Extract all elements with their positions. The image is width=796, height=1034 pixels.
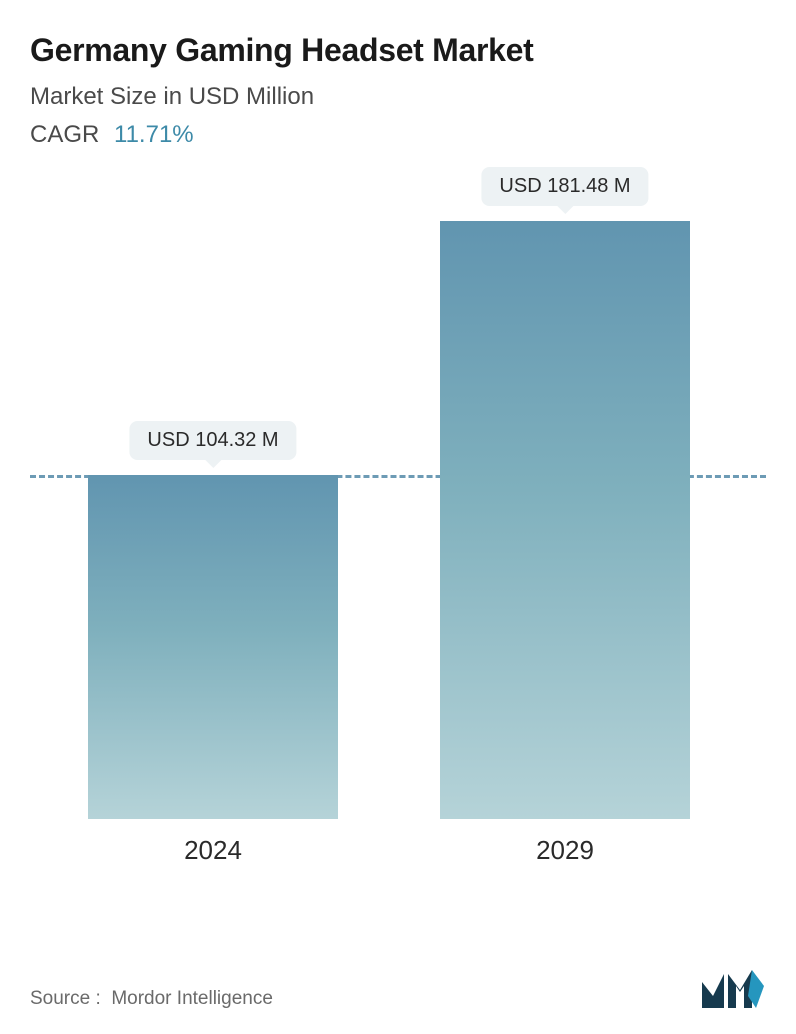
source-text: Source : Mordor Intelligence xyxy=(30,988,273,1010)
footer: Source : Mordor Intelligence xyxy=(30,968,766,1010)
cagr-label: CAGR xyxy=(30,121,99,148)
source-value: Mordor Intelligence xyxy=(111,988,273,1009)
bar-rect-2029 xyxy=(440,221,690,819)
value-label-2029: USD 181.48 M xyxy=(481,167,648,206)
value-label-2024: USD 104.32 M xyxy=(129,421,296,460)
source-label: Source : xyxy=(30,988,101,1009)
cagr-value: 11.71% xyxy=(114,121,194,148)
cagr-row: CAGR 11.71% xyxy=(30,121,766,149)
bar-2029: USD 181.48 M 2029 xyxy=(440,221,690,819)
chart-subtitle: Market Size in USD Million xyxy=(30,83,766,111)
x-label-2029: 2029 xyxy=(536,835,594,866)
chart-area: USD 104.32 M 2024 USD 181.48 M 2029 xyxy=(30,179,766,879)
x-label-2024: 2024 xyxy=(184,835,242,866)
bar-2024: USD 104.32 M 2024 xyxy=(88,475,338,819)
bar-rect-2024 xyxy=(88,475,338,819)
brand-logo-icon xyxy=(700,968,766,1010)
chart-title: Germany Gaming Headset Market xyxy=(30,32,766,69)
